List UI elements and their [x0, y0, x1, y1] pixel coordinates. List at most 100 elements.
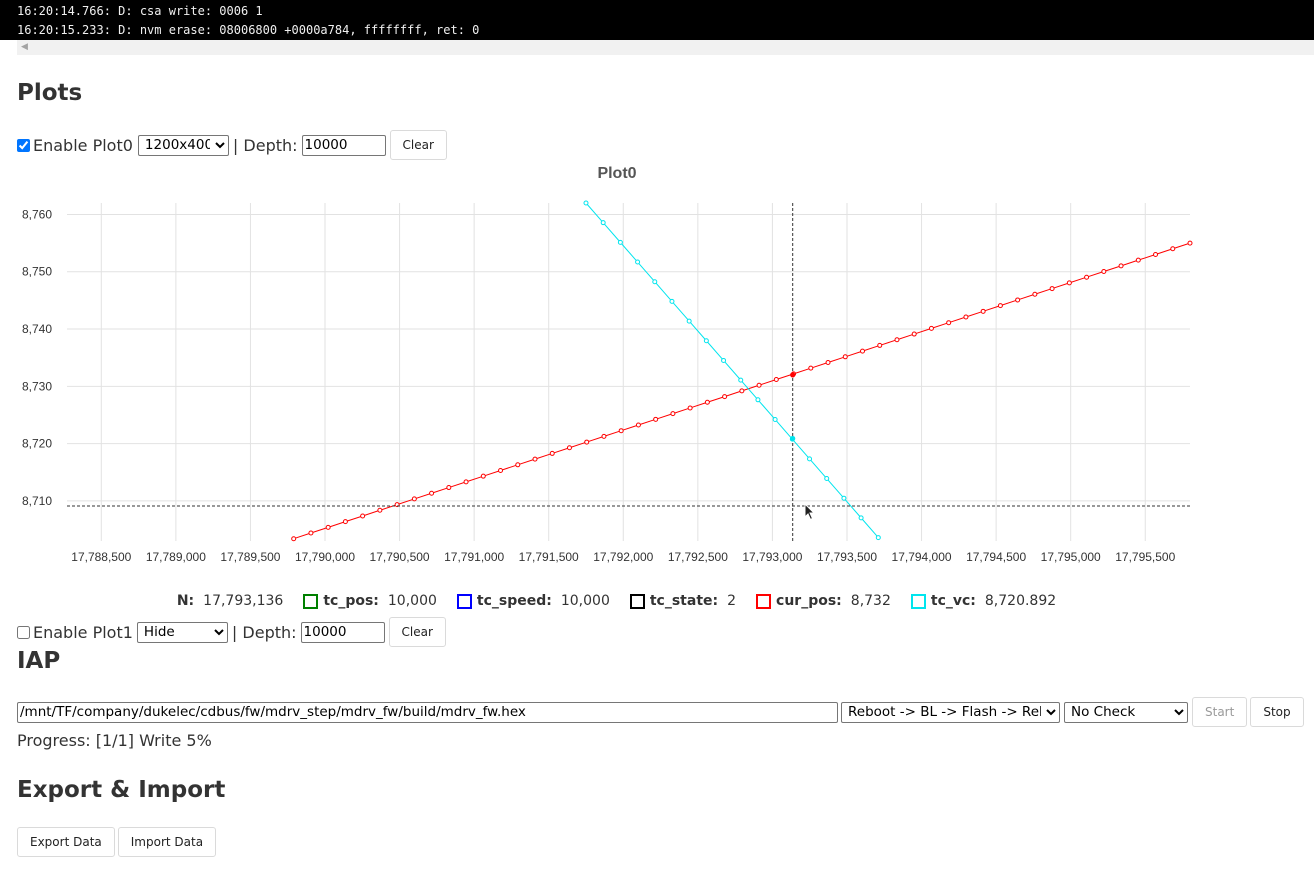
- data-point: [325, 524, 331, 530]
- data-point: [911, 331, 917, 337]
- plot1-clear-button[interactable]: Clear: [388, 617, 446, 647]
- x-tick-label: 17,793,000: [742, 550, 802, 564]
- x-tick-label: 17,795,000: [1041, 550, 1101, 564]
- scroll-left-arrow-icon[interactable]: ◀: [21, 42, 28, 52]
- log-line: 16:20:14.766: D: csa write: 0006 1: [17, 4, 263, 18]
- data-point: [772, 416, 778, 422]
- plot1-depth-label: | Depth:: [231, 622, 297, 642]
- data-point: [842, 354, 848, 360]
- log-line: 16:20:15.233: D: nvm erase: 08006800 +00…: [17, 23, 480, 37]
- series-cur-pos: [291, 240, 1193, 542]
- data-point: [1032, 291, 1038, 297]
- log-console: 16:20:14.766: D: csa write: 0006 1 16:20…: [0, 0, 1314, 40]
- data-point: [858, 515, 864, 521]
- data-point: [841, 495, 847, 501]
- plot0-controls: Enable Plot0 1200x400 | Depth: Clear: [17, 130, 447, 160]
- plot0-enable-checkbox[interactable]: [17, 138, 30, 152]
- data-point: [807, 456, 813, 462]
- legend-swatch: [456, 593, 472, 609]
- x-tick-label: 17,791,500: [519, 550, 579, 564]
- data-point: [446, 485, 452, 491]
- data-point: [652, 279, 658, 285]
- data-point: [875, 535, 881, 541]
- data-point: [1118, 263, 1124, 269]
- plot0-size-select[interactable]: 1200x400: [137, 134, 229, 156]
- iap-mode-select[interactable]: Reboot -> BL -> Flash -> Reboot: [841, 701, 1060, 723]
- export-import-heading: Export & Import: [17, 777, 226, 803]
- data-point: [670, 411, 676, 417]
- chart-grid: [67, 203, 1190, 541]
- data-point: [515, 462, 521, 468]
- plot0-depth-input[interactable]: [301, 134, 386, 156]
- y-axis: 8,710 8,720 8,730 8,740 8,750 8,760: [22, 207, 52, 507]
- data-point: [601, 433, 607, 439]
- plot1-depth-input[interactable]: [300, 621, 385, 643]
- plot0-chart[interactable]: Plot0 8,710 8,720 8,730 8,740 8,750 8,760 17,…: [0, 155, 1314, 590]
- data-point: [687, 405, 693, 411]
- data-point: [342, 519, 348, 525]
- data-point: [463, 479, 469, 485]
- legend-item-tc-state: tc_state: 2: [629, 593, 737, 609]
- data-point: [721, 357, 727, 363]
- y-tick-label: 8,760: [22, 207, 52, 221]
- x-tick-label: 17,790,000: [295, 550, 355, 564]
- legend-name: tc_speed:: [476, 593, 552, 609]
- iap-check-select[interactable]: No Check: [1064, 701, 1188, 723]
- x-tick-label: 17,790,500: [370, 550, 430, 564]
- y-tick-label: 8,720: [22, 437, 52, 451]
- log-horizontal-scrollbar[interactable]: ◀: [17, 40, 1314, 55]
- data-point: [669, 298, 675, 304]
- legend-value: 10,000: [387, 593, 437, 609]
- plot1-controls: Enable Plot1 Hide | Depth: Clear: [17, 617, 446, 647]
- data-point: [617, 239, 623, 245]
- data-point: [738, 377, 744, 383]
- data-point: [411, 496, 417, 502]
- data-point: [1101, 269, 1107, 275]
- export-data-button[interactable]: Export Data: [17, 827, 115, 857]
- data-point: [635, 422, 641, 428]
- legend-value: 8,720.892: [984, 593, 1057, 609]
- plot0-enable-label: Enable Plot0: [33, 135, 133, 155]
- series-tc-vc: [583, 200, 881, 541]
- plot1-enable-checkbox[interactable]: [17, 625, 30, 639]
- data-point: [1153, 251, 1159, 257]
- data-point: [704, 399, 710, 405]
- data-point: [824, 476, 830, 482]
- firmware-path-input[interactable]: [17, 701, 838, 723]
- x-tick-label: 17,792,000: [593, 550, 653, 564]
- data-point: [600, 220, 606, 226]
- data-point: [928, 325, 934, 331]
- x-tick-label: 17,795,500: [1115, 550, 1175, 564]
- legend-swatch: [303, 593, 319, 609]
- x-tick-label: 17,793,500: [817, 550, 877, 564]
- data-point: [429, 490, 435, 496]
- data-point: [894, 337, 900, 343]
- iap-progress-text: Progress: [1/1] Write 5%: [17, 731, 212, 750]
- data-point: [997, 303, 1003, 309]
- data-point: [686, 318, 692, 324]
- x-tick-label: 17,789,500: [220, 550, 280, 564]
- iap-start-button[interactable]: Start: [1192, 697, 1248, 727]
- data-point: [703, 338, 709, 344]
- chart-title: Plot0: [597, 165, 636, 182]
- data-point: [1066, 280, 1072, 286]
- legend-n-label: N:: [176, 593, 195, 609]
- legend-value: 10,000: [560, 593, 610, 609]
- import-data-button[interactable]: Import Data: [117, 827, 217, 857]
- x-tick-label: 17,794,500: [966, 550, 1026, 564]
- legend-item-tc-speed: tc_speed: 10,000: [456, 593, 610, 609]
- data-point: [1135, 257, 1141, 263]
- data-point: [549, 450, 555, 456]
- plot0-clear-button[interactable]: Clear: [389, 130, 447, 160]
- highlight-point: [790, 372, 796, 378]
- data-point: [980, 308, 986, 314]
- data-point: [756, 382, 762, 388]
- data-point: [480, 473, 486, 479]
- legend-name: tc_vc:: [930, 593, 976, 609]
- x-tick-label: 17,792,500: [668, 550, 728, 564]
- plot1-enable-label: Enable Plot1: [33, 622, 133, 642]
- plot1-size-select[interactable]: Hide: [136, 621, 228, 643]
- iap-stop-button[interactable]: Stop: [1250, 697, 1304, 727]
- legend-swatch: [756, 593, 772, 609]
- legend-value: 2: [727, 593, 737, 609]
